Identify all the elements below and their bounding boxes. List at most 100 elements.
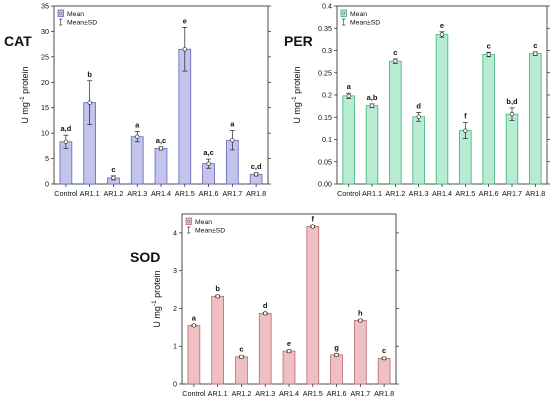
chart-panel-sod: SOD U mg-1 protein 0 1 2 3 4 a Control b AR1.1 c AR1… (130, 213, 399, 398)
significance-letter: a (135, 121, 140, 130)
bar (235, 356, 248, 385)
y-axis-label-base: U mg (152, 306, 162, 328)
significance-letter: b (215, 284, 220, 293)
y-axis-label-rest: protein (20, 66, 30, 96)
significance-letter: g (334, 343, 339, 352)
y-tick-label: 0.00 (318, 180, 332, 189)
y-tick-label: 5 (45, 154, 49, 163)
panel-label: SOD (130, 249, 160, 265)
y-axis-label: U mg-1 protein (291, 66, 302, 123)
legend-mean-label: Mean (350, 11, 367, 18)
x-tick-label: AR1.6 (479, 189, 499, 198)
significance-letter: c (533, 41, 537, 50)
mean-point (416, 114, 421, 119)
significance-letter: d (416, 101, 421, 110)
bar (377, 357, 391, 385)
y-tick-label: 25 (41, 52, 49, 61)
y-tick-label: 0 (45, 180, 49, 189)
mean-point (393, 59, 398, 64)
x-tick-label: Control (337, 189, 361, 198)
bar (330, 354, 343, 385)
mean-point (63, 139, 68, 144)
mean-point (191, 323, 196, 328)
significance-letter: e (287, 339, 291, 348)
x-tick-label: AR1.6 (327, 389, 347, 398)
mean-point (230, 138, 235, 143)
legend-sd-label: Mean±SD (67, 20, 97, 27)
y-tick-label: 0.35 (318, 24, 332, 33)
bar (306, 226, 320, 385)
bar (529, 53, 542, 185)
legend-mean-label: Mean (195, 219, 212, 226)
bar (282, 350, 296, 385)
bar (505, 113, 519, 185)
y-axis-label-rest: protein (292, 66, 302, 96)
x-tick-label: AR1.5 (175, 189, 195, 198)
significance-letter: c (239, 345, 243, 354)
y-tick-label: 35 (41, 2, 49, 11)
significance-letter: c (382, 346, 386, 355)
mean-point (463, 128, 468, 133)
bar (482, 54, 495, 185)
y-axis-label: U mg-1 protein (151, 270, 162, 327)
significance-letter: a,d (60, 124, 71, 133)
bar (258, 312, 272, 385)
x-tick-label: AR1.7 (350, 389, 370, 398)
mean-point (509, 112, 515, 117)
mean-point (111, 175, 116, 180)
legend-sd-label: Mean±SD (350, 20, 380, 27)
y-axis-label-base: U mg (20, 102, 30, 124)
x-tick-label: Control (182, 389, 206, 398)
significance-letter: a (347, 82, 352, 91)
mean-point (182, 47, 187, 52)
panel-label: CAT (4, 33, 32, 49)
bar (187, 325, 201, 385)
y-axis-label-exp: -1 (291, 96, 298, 102)
y-tick-label: 0.2 (322, 91, 332, 100)
y-axis-label-exp: -1 (19, 96, 26, 102)
bar (211, 295, 225, 385)
significance-letter: a (230, 120, 235, 129)
y-tick-label: 1 (173, 342, 177, 351)
chart-panel-cat: CAT U mg-1 protein 0 5 10 15 20 25 30 35 a,d Contro… (4, 2, 271, 198)
significance-letter: c (111, 165, 115, 174)
legend-mean-point (59, 11, 63, 15)
mean-point (310, 224, 315, 229)
mean-point (382, 356, 387, 361)
significance-letter: f (312, 214, 315, 223)
x-tick-label: AR1.5 (455, 189, 475, 198)
x-tick-label: AR1.1 (362, 189, 382, 198)
significance-letter: b (87, 70, 92, 79)
y-tick-label: 20 (41, 78, 49, 87)
y-axis-label-rest: protein (152, 270, 162, 300)
bar (435, 34, 449, 185)
x-tick-label: AR1.7 (222, 189, 242, 198)
y-tick-label: 0.3 (322, 46, 332, 55)
legend: Mean Mean±SD (185, 217, 225, 235)
bar (389, 60, 402, 185)
y-axis-label-base: U mg (292, 102, 302, 124)
y-tick-label: 0.4 (322, 2, 332, 11)
legend-sd-label: Mean±SD (195, 228, 225, 235)
x-tick-label: AR1.2 (103, 189, 123, 198)
x-tick-label: AR1.4 (279, 389, 299, 398)
significance-letter: d (263, 301, 268, 310)
x-tick-label: AR1.7 (502, 189, 522, 198)
legend-mean-point (342, 11, 346, 15)
significance-letter: a (192, 313, 197, 322)
x-tick-label: Control (54, 189, 78, 198)
mean-point (346, 93, 351, 98)
significance-letter: a,b (367, 93, 378, 102)
mean-point (486, 52, 491, 57)
significance-letter: e (183, 16, 187, 25)
y-tick-label: 30 (41, 27, 49, 36)
y-tick-label: 4 (173, 228, 177, 237)
chart-panel-per: PER U mg-1 protein 0.00 0.05 0.1 0.15 0.2 0.25 0… (284, 2, 550, 198)
x-tick-label: AR1.3 (127, 189, 147, 198)
mean-point (263, 311, 268, 316)
y-tick-label: 0.1 (322, 135, 332, 144)
x-tick-label: AR1.5 (303, 389, 323, 398)
mean-point (206, 161, 211, 166)
x-tick-label: AR1.4 (432, 189, 452, 198)
